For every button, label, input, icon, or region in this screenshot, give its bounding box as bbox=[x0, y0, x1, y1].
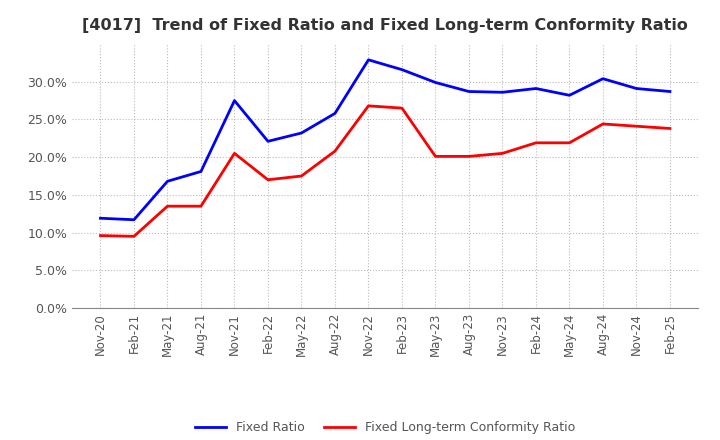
Fixed Long-term Conformity Ratio bbox=[665, 126, 674, 131]
Fixed Ratio bbox=[665, 89, 674, 94]
Fixed Long-term Conformity Ratio bbox=[498, 151, 507, 156]
Fixed Long-term Conformity Ratio bbox=[364, 103, 373, 109]
Fixed Ratio bbox=[230, 98, 239, 103]
Fixed Ratio bbox=[96, 216, 105, 221]
Fixed Ratio bbox=[364, 57, 373, 62]
Fixed Long-term Conformity Ratio bbox=[297, 173, 306, 179]
Fixed Ratio bbox=[531, 86, 540, 91]
Fixed Ratio bbox=[565, 93, 574, 98]
Fixed Ratio bbox=[163, 179, 172, 184]
Fixed Long-term Conformity Ratio bbox=[197, 204, 205, 209]
Fixed Ratio bbox=[431, 80, 440, 85]
Fixed Long-term Conformity Ratio bbox=[397, 106, 406, 111]
Fixed Ratio bbox=[632, 86, 641, 91]
Fixed Long-term Conformity Ratio bbox=[431, 154, 440, 159]
Fixed Ratio bbox=[330, 111, 339, 116]
Fixed Long-term Conformity Ratio bbox=[163, 204, 172, 209]
Title: [4017]  Trend of Fixed Ratio and Fixed Long-term Conformity Ratio: [4017] Trend of Fixed Ratio and Fixed Lo… bbox=[82, 18, 688, 33]
Fixed Ratio bbox=[297, 130, 306, 136]
Fixed Long-term Conformity Ratio bbox=[464, 154, 473, 159]
Line: Fixed Long-term Conformity Ratio: Fixed Long-term Conformity Ratio bbox=[101, 106, 670, 236]
Legend: Fixed Ratio, Fixed Long-term Conformity Ratio: Fixed Ratio, Fixed Long-term Conformity … bbox=[190, 416, 580, 439]
Fixed Long-term Conformity Ratio bbox=[598, 121, 607, 127]
Fixed Long-term Conformity Ratio bbox=[130, 234, 138, 239]
Fixed Long-term Conformity Ratio bbox=[230, 151, 239, 156]
Fixed Ratio bbox=[197, 169, 205, 174]
Fixed Ratio bbox=[498, 90, 507, 95]
Fixed Ratio bbox=[464, 89, 473, 94]
Fixed Ratio bbox=[598, 76, 607, 81]
Fixed Long-term Conformity Ratio bbox=[264, 177, 272, 183]
Fixed Ratio bbox=[397, 67, 406, 72]
Fixed Long-term Conformity Ratio bbox=[565, 140, 574, 146]
Line: Fixed Ratio: Fixed Ratio bbox=[101, 60, 670, 220]
Fixed Ratio bbox=[130, 217, 138, 222]
Fixed Long-term Conformity Ratio bbox=[531, 140, 540, 146]
Fixed Ratio bbox=[264, 139, 272, 144]
Fixed Long-term Conformity Ratio bbox=[632, 124, 641, 129]
Fixed Long-term Conformity Ratio bbox=[96, 233, 105, 238]
Fixed Long-term Conformity Ratio bbox=[330, 148, 339, 154]
